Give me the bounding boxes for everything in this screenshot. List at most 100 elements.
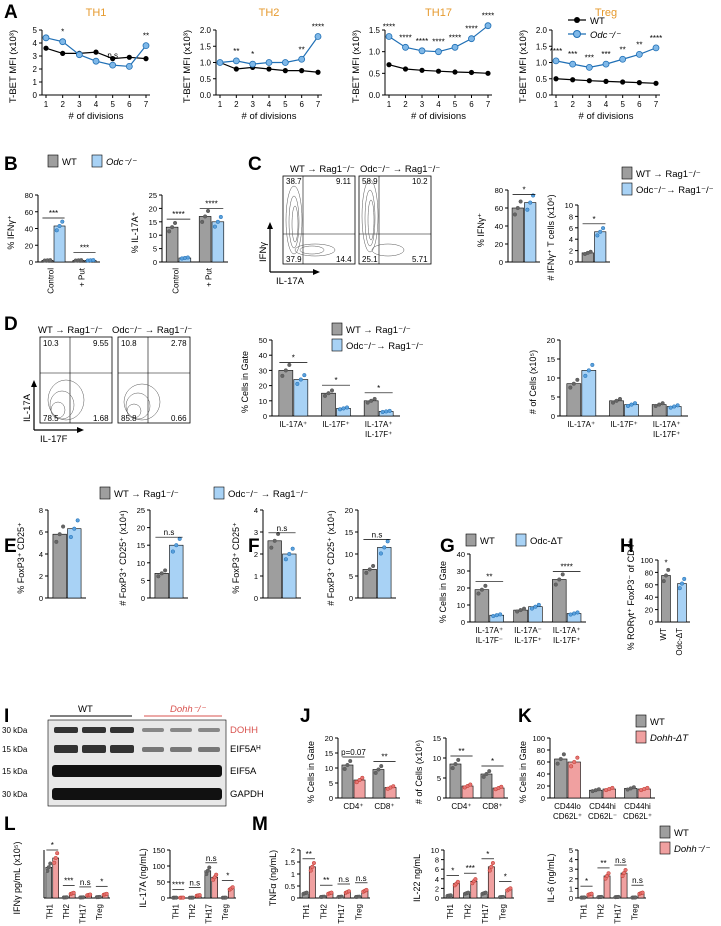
legend-k-dohh: Dohh-ΔT xyxy=(650,733,689,744)
bar-ylabel-10: % Cells in Gate xyxy=(438,561,448,623)
flow-d2-q1: 10.8 xyxy=(121,339,137,348)
bar-point-0-1-0-1 xyxy=(57,223,62,229)
bar-point-2-0-0-0 xyxy=(512,212,517,217)
bar-cat-14-2-1: CD62L⁺ xyxy=(623,812,652,821)
bar-sig-15-3: * xyxy=(100,877,103,886)
line-point-0-1-3 xyxy=(92,57,100,65)
bar-ytick-label-6-3: 6 xyxy=(39,528,43,537)
bar-point-11-0-0-2 xyxy=(666,567,671,572)
bar-cat-0-0: Control xyxy=(47,268,56,294)
legend-b: WT Odc⁻/⁻ xyxy=(47,154,137,168)
bar-cat-10-0-0: IL-17A⁺ xyxy=(475,626,503,635)
bar-point-1-1-1-1 xyxy=(215,219,220,224)
bar-point-14-1-2-2 xyxy=(645,785,650,790)
line-point-3-1-0 xyxy=(552,57,560,65)
bar-sig-16-3: * xyxy=(226,871,229,880)
flow-plots-d: WT → Rag1⁻/⁻ Odc⁻/⁻ → Rag1⁻/⁻ 10.3 9.55 … xyxy=(22,325,192,445)
bar-ytick-label-7-2: 10 xyxy=(137,559,145,568)
bar-cat-4-1-0: IL-17F⁺ xyxy=(322,420,349,429)
bar-point-1-0-1-0 xyxy=(200,219,205,224)
bar-point-18-0-3-2 xyxy=(501,894,506,899)
bar-ytick-label-7-3: 15 xyxy=(137,541,145,550)
bar-point-4-1-1-0 xyxy=(337,407,343,412)
bar-point-11-0-0-0 xyxy=(661,579,666,584)
line-point-1-0-6 xyxy=(315,69,321,75)
bar-ytick-label-18-0: 0 xyxy=(435,894,439,903)
line-point-3-0-1 xyxy=(570,77,576,83)
bar-ytick-label-19-3: 3 xyxy=(569,865,573,874)
bar-point-4-1-2-1 xyxy=(384,409,389,414)
line-xlabel-3: # of divisions xyxy=(579,111,634,122)
bar-cat-15-2: TH17 xyxy=(78,903,87,923)
line-xlabel-0: # of divisions xyxy=(69,111,124,122)
line-xtick-label-2-3: 4 xyxy=(436,100,441,109)
legend-c-wt: WT → Rag1⁻/⁻ xyxy=(636,169,701,180)
bar-point-5-1-2-1 xyxy=(672,404,677,409)
bar-point-2-0-0-1 xyxy=(515,205,520,211)
bar-point-19-1-1-2 xyxy=(606,871,611,876)
bar-sig-4-1: * xyxy=(334,376,337,385)
bar-point-12-0-0-0 xyxy=(342,766,347,772)
bar-ytick-label-14-2: 40 xyxy=(537,770,545,779)
bar-ytick-label-0-1: 20 xyxy=(25,241,33,250)
line-ytick-label-1-2: 1.0 xyxy=(200,59,212,68)
bar-ytick-label-1-4: 20 xyxy=(149,204,157,213)
line-point-0-1-1 xyxy=(59,38,67,46)
bar-point-17-0-0-2 xyxy=(304,890,309,895)
line-ytick-label-3-0: 0.0 xyxy=(536,91,548,100)
bar-point-12-0-1-0 xyxy=(373,770,378,775)
bar-ytick-label-9-3: 15 xyxy=(345,528,353,537)
bar-ytick-label-14-1: 20 xyxy=(537,782,545,791)
line-point-3-1-6 xyxy=(652,44,660,52)
bar-point-10-1-2-1 xyxy=(572,611,577,616)
bar-point-3-1-0-0 xyxy=(595,233,600,238)
bar-cat-16-0: TH1 xyxy=(171,903,180,919)
bar-point-16-0-1-2 xyxy=(190,895,195,900)
bar-cat-17-2: TH17 xyxy=(337,903,346,923)
line-point-2-1-5 xyxy=(468,35,475,43)
bar-point-4-0-1-1 xyxy=(326,391,331,396)
bar-point-6-1-0-2 xyxy=(75,518,80,523)
line-point-1-1-2 xyxy=(249,60,257,68)
bar-ylabel-17: TNFα (ng/mL) xyxy=(268,850,278,906)
line-sig-2-1: **** xyxy=(399,33,411,42)
bar-sig-8-0: n.s xyxy=(277,524,288,533)
flow-d-title-1: WT → Rag1⁻/⁻ xyxy=(38,325,103,336)
bar-sig-1-1: **** xyxy=(205,199,217,208)
bar-point-19-0-1-2 xyxy=(599,894,604,899)
bar-ytick-label-7-5: 25 xyxy=(137,506,145,515)
bar-cat-4-2-0: IL-17A⁺ xyxy=(365,420,393,429)
flow-d2-q3: 85.8 xyxy=(121,414,137,423)
bar-cat-14-0-0: CD44lo xyxy=(554,802,581,811)
bar-point-12-0-0-2 xyxy=(348,758,353,764)
bar-point-5-1-0-0 xyxy=(583,373,588,378)
line-xtick-label-3-4: 5 xyxy=(620,100,625,109)
flow-c1-q2: 9.11 xyxy=(336,177,352,186)
legend-d-odc: Odc⁻/⁻→ Rag1⁻/⁻ xyxy=(346,341,424,352)
bar-point-8-0-0-0 xyxy=(269,545,274,550)
line-xtick-label-1-2: 3 xyxy=(250,100,255,109)
bar-point-2-1-0-2 xyxy=(531,193,536,198)
bar-sig-18-1: *** xyxy=(466,864,475,873)
line-point-0-1-0 xyxy=(42,34,50,42)
bar-point-10-1-2-0 xyxy=(568,612,573,617)
bar-ytick-label-5-3: 15 xyxy=(547,355,555,364)
bar-sig-17-3: n.s xyxy=(356,874,367,883)
bar-ytick-label-18-2: 4 xyxy=(435,875,439,884)
bar-sig-19-1: ** xyxy=(600,859,606,868)
legend-a-odc: Odc⁻/⁻ xyxy=(590,30,621,41)
bar-ylabel-15: IFNγ pg/mL (x10⁵) xyxy=(12,842,22,915)
bar-sig-13-1: * xyxy=(491,757,494,766)
line-ytick-label-0-1: 1 xyxy=(33,78,38,87)
bar-point-9-0-0-2 xyxy=(371,563,376,569)
bar-sig-18-2: * xyxy=(486,850,489,859)
bar-ytick-label-14-5: 100 xyxy=(532,734,545,743)
line-point-1-0-3 xyxy=(266,66,272,72)
bar-sig-16-1: n.s xyxy=(189,878,200,887)
line-point-2-0-2 xyxy=(419,67,425,73)
bar-point-4-1-2-2 xyxy=(387,408,392,413)
line-sig-2-3: **** xyxy=(432,38,444,47)
line-sig-0-1: n.s xyxy=(107,51,118,60)
